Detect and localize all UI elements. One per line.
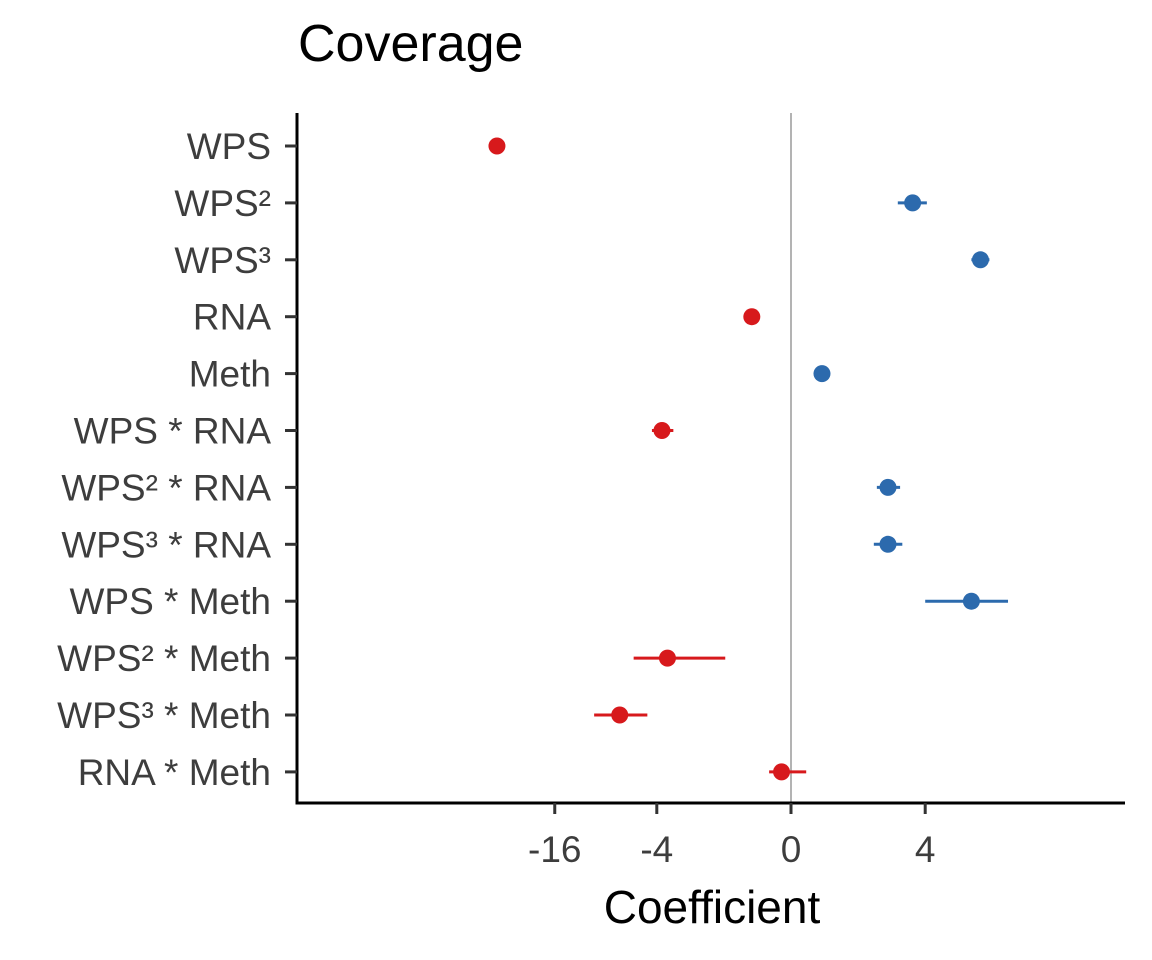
x-axis-title: Coefficient xyxy=(604,881,821,933)
x-tick-label: -16 xyxy=(528,829,581,870)
x-tick-label: 4 xyxy=(915,829,936,870)
coefficient-point xyxy=(611,706,629,724)
axes-layer xyxy=(285,113,1125,814)
coefficient-point xyxy=(658,649,676,667)
coefficient-point xyxy=(879,478,897,496)
coefficient-point xyxy=(879,535,897,553)
y-tick-label: WPS³ * Meth xyxy=(57,695,271,736)
y-tick-label: WPS * Meth xyxy=(70,581,272,622)
x-tick-labels: -16 -4 0 4 xyxy=(528,829,935,870)
coefficient-point xyxy=(773,763,791,781)
y-tick-label: WPS³ * RNA xyxy=(61,524,271,565)
coefficient-point xyxy=(813,365,831,383)
x-tick-label: 0 xyxy=(781,829,802,870)
y-tick-label: RNA * Meth xyxy=(78,752,271,793)
x-tick-label: -4 xyxy=(640,829,673,870)
coefficient-point xyxy=(488,137,506,155)
coefficient-point xyxy=(653,422,671,439)
chart-title: Coverage xyxy=(298,15,524,73)
y-tick-label: WPS² * Meth xyxy=(57,638,271,679)
y-tick-label: WPS * RNA xyxy=(74,411,272,452)
coefficient-point xyxy=(743,308,761,326)
coefficient-point xyxy=(971,251,989,269)
y-tick-label: RNA xyxy=(193,297,271,338)
y-tick-label: WPS² xyxy=(174,183,271,224)
y-tick-label: Meth xyxy=(189,354,271,395)
y-tick-label: WPS² * RNA xyxy=(61,467,271,508)
marks-layer xyxy=(488,137,1009,781)
y-tick-label: WPS xyxy=(187,126,271,167)
coefficient-point xyxy=(962,592,980,610)
y-tick-label: WPS³ xyxy=(174,240,271,281)
y-tick-labels: WPS WPS² WPS³ RNA Meth WPS * RNA WPS² * RNA WPS… xyxy=(57,126,271,793)
coefficient-point xyxy=(904,194,922,212)
